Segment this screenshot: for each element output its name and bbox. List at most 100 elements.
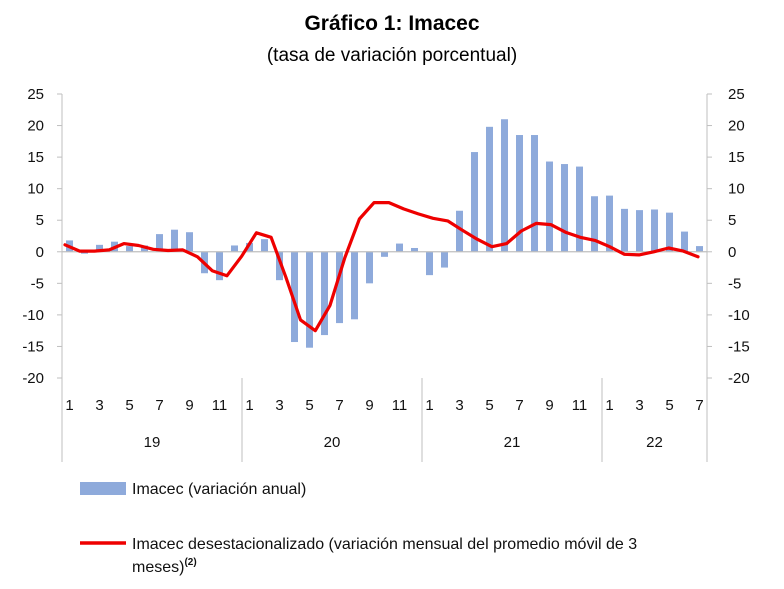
y-tick-label-left: -10 <box>22 307 44 324</box>
x-tick-label: 5 <box>125 397 133 414</box>
chart-title: Gráfico 1: Imacec <box>304 12 479 35</box>
y-tick-label-right: 20 <box>728 118 745 135</box>
bar-imacec-anual <box>231 245 238 252</box>
legend: Imacec (variación anual) Imacec desestac… <box>80 481 637 576</box>
bar-imacec-anual <box>426 251 433 276</box>
x-tick-label: 7 <box>695 397 703 414</box>
bar-imacec-anual <box>186 232 193 252</box>
bar-imacec-anual <box>591 196 598 252</box>
x-tick-label: 7 <box>335 397 343 414</box>
bar-imacec-anual <box>606 195 613 252</box>
bar-imacec-anual <box>696 246 703 252</box>
y-tick-label-right: -15 <box>728 338 750 355</box>
y-axis-left: 25 20 15 10 5 0 -5 -10 -15 -20 <box>22 86 63 387</box>
bar-imacec-anual <box>396 243 403 252</box>
bar-imacec-anual <box>441 251 448 268</box>
bar-imacec-anual <box>156 234 163 252</box>
y-tick-label-right: -10 <box>728 307 750 324</box>
x-year-label: 20 <box>324 434 341 451</box>
bar-imacec-anual <box>171 229 178 252</box>
bar-imacec-anual <box>336 251 343 324</box>
x-tick-label: 7 <box>515 397 523 414</box>
legend-bar-swatch <box>80 482 126 495</box>
y-tick-label-right: 15 <box>728 149 745 166</box>
y-tick-label-right: -20 <box>728 370 750 387</box>
bar-imacec-anual <box>276 251 283 281</box>
x-year-label: 19 <box>144 434 161 451</box>
line-series <box>63 201 700 333</box>
x-tick-label: 1 <box>605 397 613 414</box>
bar-imacec-anual <box>126 246 133 252</box>
x-tick-label: 11 <box>212 397 228 414</box>
y-tick-label-left: 5 <box>36 212 44 229</box>
y-tick-label-left: -20 <box>22 370 44 387</box>
y-tick-label-left: 20 <box>27 118 44 135</box>
x-tick-label: 1 <box>245 397 253 414</box>
x-year-label: 22 <box>646 434 663 451</box>
legend-line-label: Imacec desestacionalizado (variación men… <box>132 536 637 553</box>
bar-imacec-anual <box>81 251 88 254</box>
x-tick-label: 3 <box>455 397 463 414</box>
y-tick-label-left: 10 <box>27 181 44 198</box>
bar-imacec-anual <box>576 166 583 252</box>
x-tick-label: 3 <box>275 397 283 414</box>
bar-imacec-anual <box>471 152 478 252</box>
x-tick-label: 3 <box>635 397 643 414</box>
x-tick-label: 9 <box>545 397 553 414</box>
bar-imacec-anual <box>636 210 643 252</box>
bar-imacec-anual <box>291 251 298 343</box>
bar-imacec-anual <box>561 164 568 252</box>
bar-imacec-anual <box>651 209 658 252</box>
legend-bar-label: Imacec (variación anual) <box>132 481 306 498</box>
bar-imacec-anual <box>381 251 388 257</box>
bar-imacec-anual <box>261 239 268 252</box>
x-tick-label: 11 <box>572 397 588 414</box>
bar-imacec-anual <box>546 161 553 252</box>
bar-imacec-anual <box>666 212 673 252</box>
bar-imacec-anual <box>306 251 313 348</box>
bar-imacec-anual <box>216 251 223 281</box>
y-tick-label-right: 5 <box>728 212 736 229</box>
bar-imacec-anual <box>411 247 418 252</box>
y-axis-right: 25 20 15 10 5 0 -5 -10 -15 -20 <box>706 86 750 387</box>
x-tick-label: 1 <box>425 397 433 414</box>
bar-imacec-anual <box>456 210 463 252</box>
bar-imacec-anual <box>681 231 688 252</box>
x-tick-label: 11 <box>392 397 408 414</box>
line-imacec-desestacionalizado <box>63 201 700 333</box>
y-tick-label-left: 25 <box>27 86 44 103</box>
legend-line-label-cont: meses)(2) <box>132 557 197 576</box>
x-tick-label: 5 <box>305 397 313 414</box>
bar-imacec-anual <box>321 251 328 336</box>
x-axis: 1 3 5 7 9 11 1 3 5 7 9 11 1 3 5 7 9 11 1 3 5 719 20 21 22 <box>61 378 708 462</box>
y-tick-label-left: -5 <box>31 275 44 292</box>
bar-imacec-anual <box>501 119 508 252</box>
y-tick-label-right: 0 <box>728 244 736 261</box>
bar-imacec-anual <box>531 135 538 252</box>
bar-imacec-anual <box>351 251 358 320</box>
y-tick-label-left: -15 <box>22 338 44 355</box>
y-tick-label-left: 0 <box>36 244 44 261</box>
x-tick-label: 7 <box>155 397 163 414</box>
y-tick-label-left: 15 <box>27 149 44 166</box>
bar-imacec-anual <box>366 251 373 284</box>
y-tick-label-right: 25 <box>728 86 745 103</box>
legend-line-label-line2: meses) <box>132 559 184 576</box>
y-tick-label-right: 10 <box>728 181 745 198</box>
x-tick-label: 9 <box>185 397 193 414</box>
bar-imacec-anual <box>96 244 103 252</box>
x-year-label: 21 <box>504 434 521 451</box>
chart-subtitle: (tasa de variación porcentual) <box>267 45 517 66</box>
x-tick-label: 9 <box>365 397 373 414</box>
bar-imacec-anual <box>486 126 493 252</box>
x-tick-label: 1 <box>65 397 73 414</box>
x-tick-label: 5 <box>485 397 493 414</box>
bar-series <box>66 119 703 348</box>
bar-imacec-anual <box>516 135 523 252</box>
bar-imacec-anual <box>621 208 628 252</box>
x-tick-label: 5 <box>665 397 673 414</box>
bar-imacec-anual <box>246 242 253 252</box>
x-tick-label: 3 <box>95 397 103 414</box>
y-tick-label-right: -5 <box>728 275 741 292</box>
